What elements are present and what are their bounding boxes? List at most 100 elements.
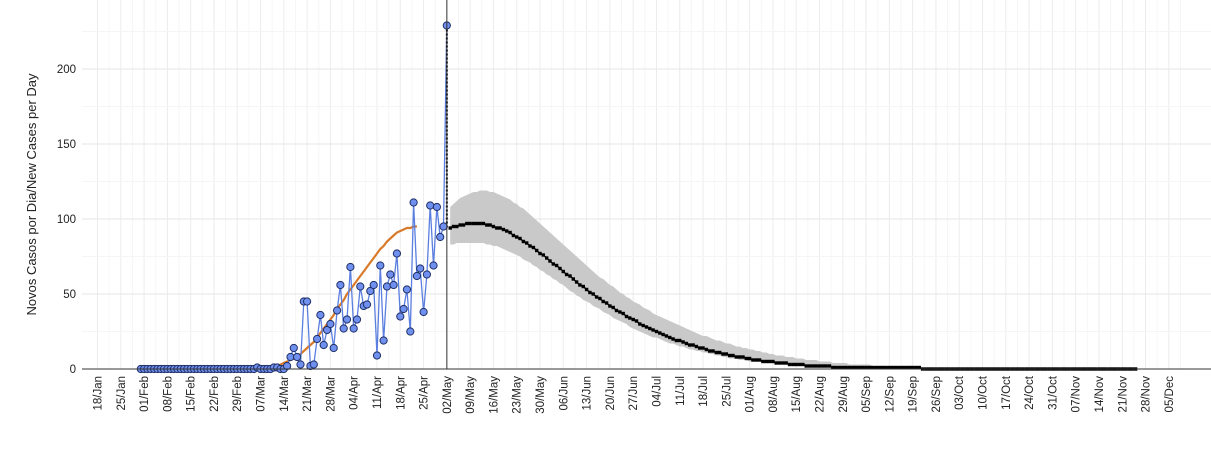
forecast-point: [661, 332, 665, 337]
forecast-point: [814, 364, 818, 368]
forecast-point: [747, 356, 752, 361]
observed-point: [412, 271, 421, 281]
observed-point: [416, 264, 425, 273]
x-tick-label: 21/Mar: [302, 376, 314, 412]
forecast-point: [674, 338, 679, 343]
forecast-point: [851, 365, 855, 370]
observed-point: [313, 334, 322, 344]
x-tick-label: 18/Jul: [698, 376, 710, 407]
forecast-point: [910, 365, 915, 370]
x-tick-label: 05/Dec: [1164, 376, 1176, 413]
x-tick-label: 26/Sep: [931, 376, 943, 412]
forecast-point: [708, 349, 712, 353]
forecast-point: [907, 365, 911, 370]
x-tick-label: 18/Jan: [93, 376, 105, 411]
forecast-point: [787, 362, 792, 367]
forecast-point: [628, 316, 632, 320]
forecast-point: [718, 350, 722, 355]
observed-point: [419, 307, 428, 317]
observed-point: [336, 280, 345, 290]
x-tick-label: 28/Mar: [325, 376, 337, 412]
forecast-point: [804, 364, 808, 368]
x-tick-label: 18/Apr: [395, 376, 407, 410]
observed-point: [319, 340, 328, 350]
forecast-point: [465, 221, 469, 226]
x-tick-label: 04/Apr: [349, 376, 361, 410]
forecast-point: [505, 229, 509, 233]
forecast-point: [588, 290, 592, 295]
observed-point: [382, 282, 392, 291]
forecast-point: [831, 365, 835, 370]
forecast-point: [535, 248, 539, 253]
forecast-point: [807, 364, 812, 368]
observed-point: [439, 222, 448, 231]
forecast-point: [881, 365, 885, 370]
forecast-point: [584, 287, 589, 292]
x-tick-label: 27/Jun: [628, 376, 640, 411]
forecast-point: [548, 259, 552, 263]
forecast-point: [684, 341, 689, 346]
observed-point: [376, 261, 385, 270]
x-tick-label: 14/Mar: [279, 376, 291, 412]
forecast-point: [761, 359, 765, 364]
x-tick-label: 24/Oct: [1024, 375, 1036, 410]
forecast-point: [621, 311, 625, 316]
x-tick-label: 25/Jan: [116, 376, 128, 411]
x-tick-label: 10/Oct: [978, 375, 990, 410]
forecast-point: [668, 335, 672, 340]
forecast-point: [871, 365, 875, 370]
forecast-point: [771, 359, 775, 364]
observed-point: [316, 310, 325, 320]
forecast-point: [624, 314, 629, 319]
x-tick-label: 29/Feb: [232, 376, 244, 412]
x-tick-label: 16/May: [488, 376, 500, 414]
forecast-point: [794, 362, 798, 367]
forecast-point: [461, 223, 466, 227]
y-tick-label: 100: [57, 214, 76, 226]
forecast-point: [558, 266, 562, 271]
forecast-point: [764, 359, 768, 364]
forecast-point: [618, 310, 622, 314]
x-tick-label: 07/Mar: [256, 376, 268, 412]
forecast-point: [834, 365, 838, 370]
forecast-point: [488, 223, 492, 227]
observed-point: [326, 319, 335, 329]
forecast-point: [568, 274, 572, 278]
x-tick-label: 01/Aug: [745, 376, 757, 412]
forecast-point: [801, 362, 805, 367]
forecast-point: [654, 329, 659, 334]
x-tick-label: 05/Sep: [861, 376, 873, 412]
forecast-point: [538, 251, 542, 256]
forecast-point: [561, 269, 565, 274]
forecast-point: [844, 365, 848, 370]
forecast-point: [451, 224, 456, 229]
forecast-point: [578, 283, 582, 287]
forecast-point: [525, 241, 529, 245]
y-axis-title: Novos Casos por Dia/New Cases per Day: [24, 73, 39, 316]
forecast-band: [450, 190, 1136, 369]
observed-point: [289, 343, 298, 353]
x-tick-label: 25/Jul: [721, 376, 733, 407]
forecast-point: [777, 361, 782, 365]
observed-point: [422, 270, 431, 279]
forecast-point: [448, 226, 452, 230]
forecast-confidence-band: [450, 190, 1136, 369]
forecast-point: [681, 340, 685, 344]
forecast-point: [874, 365, 878, 370]
x-tick-label: 22/Feb: [209, 376, 221, 412]
forecast-point: [678, 338, 682, 343]
x-tick-label: 19/Sep: [908, 376, 920, 412]
forecast-point: [614, 308, 619, 313]
forecast-point: [757, 358, 762, 362]
observed-point: [356, 282, 365, 291]
forecast-point: [608, 304, 612, 308]
observed-point: [409, 198, 418, 207]
forecast-point: [651, 328, 655, 332]
forecast-point: [854, 365, 858, 370]
x-tick-label: 21/Nov: [1117, 376, 1129, 413]
observed-point: [426, 201, 435, 210]
forecast-point: [591, 292, 595, 296]
forecast-point: [601, 299, 605, 304]
forecast-point: [478, 221, 482, 226]
x-tick-label: 09/May: [465, 376, 477, 414]
